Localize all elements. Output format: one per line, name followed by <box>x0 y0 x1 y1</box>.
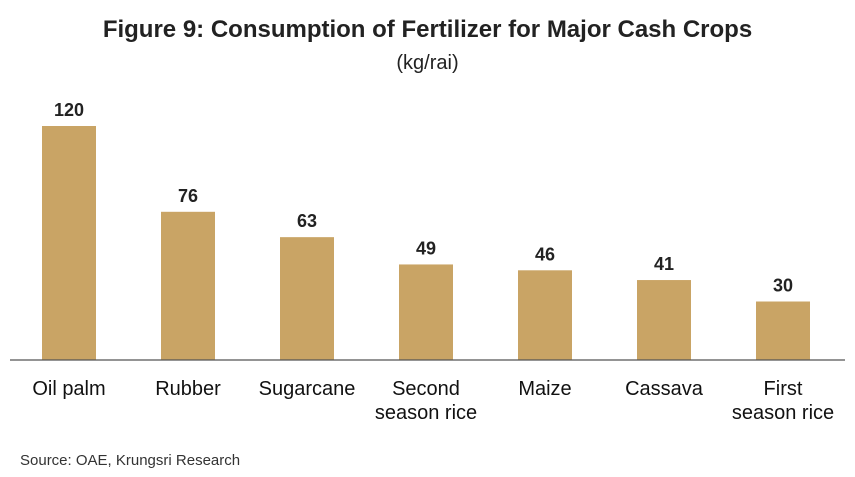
data-label: 49 <box>416 238 436 258</box>
data-label: 46 <box>535 244 555 264</box>
source-note: Source: OAE, Krungsri Research <box>20 452 241 469</box>
x-tick-label: season rice <box>732 402 834 424</box>
x-tick-label: Rubber <box>155 378 221 400</box>
bar <box>399 264 453 360</box>
bar <box>161 211 215 360</box>
x-tick-label: Oil palm <box>32 378 105 400</box>
data-label: 63 <box>297 211 317 231</box>
x-tick-label: First <box>764 378 803 400</box>
chart-title: Figure 9: Consumption of Fertilizer for … <box>102 16 753 43</box>
data-label: 41 <box>654 254 674 274</box>
data-label: 76 <box>178 186 198 206</box>
data-label: 120 <box>54 100 84 120</box>
bar <box>756 301 810 360</box>
data-label: 30 <box>773 276 793 296</box>
chart-subtitle: (kg/rai) <box>396 52 459 74</box>
bar <box>280 237 334 360</box>
bar <box>518 270 572 360</box>
bar <box>42 126 96 360</box>
x-tick-label: Cassava <box>625 378 704 400</box>
x-tick-label: Second <box>392 378 460 400</box>
x-tick-label: Sugarcane <box>259 378 356 400</box>
x-tick-label: Maize <box>518 378 571 400</box>
x-tick-label: season rice <box>375 402 477 424</box>
bar <box>637 280 691 360</box>
